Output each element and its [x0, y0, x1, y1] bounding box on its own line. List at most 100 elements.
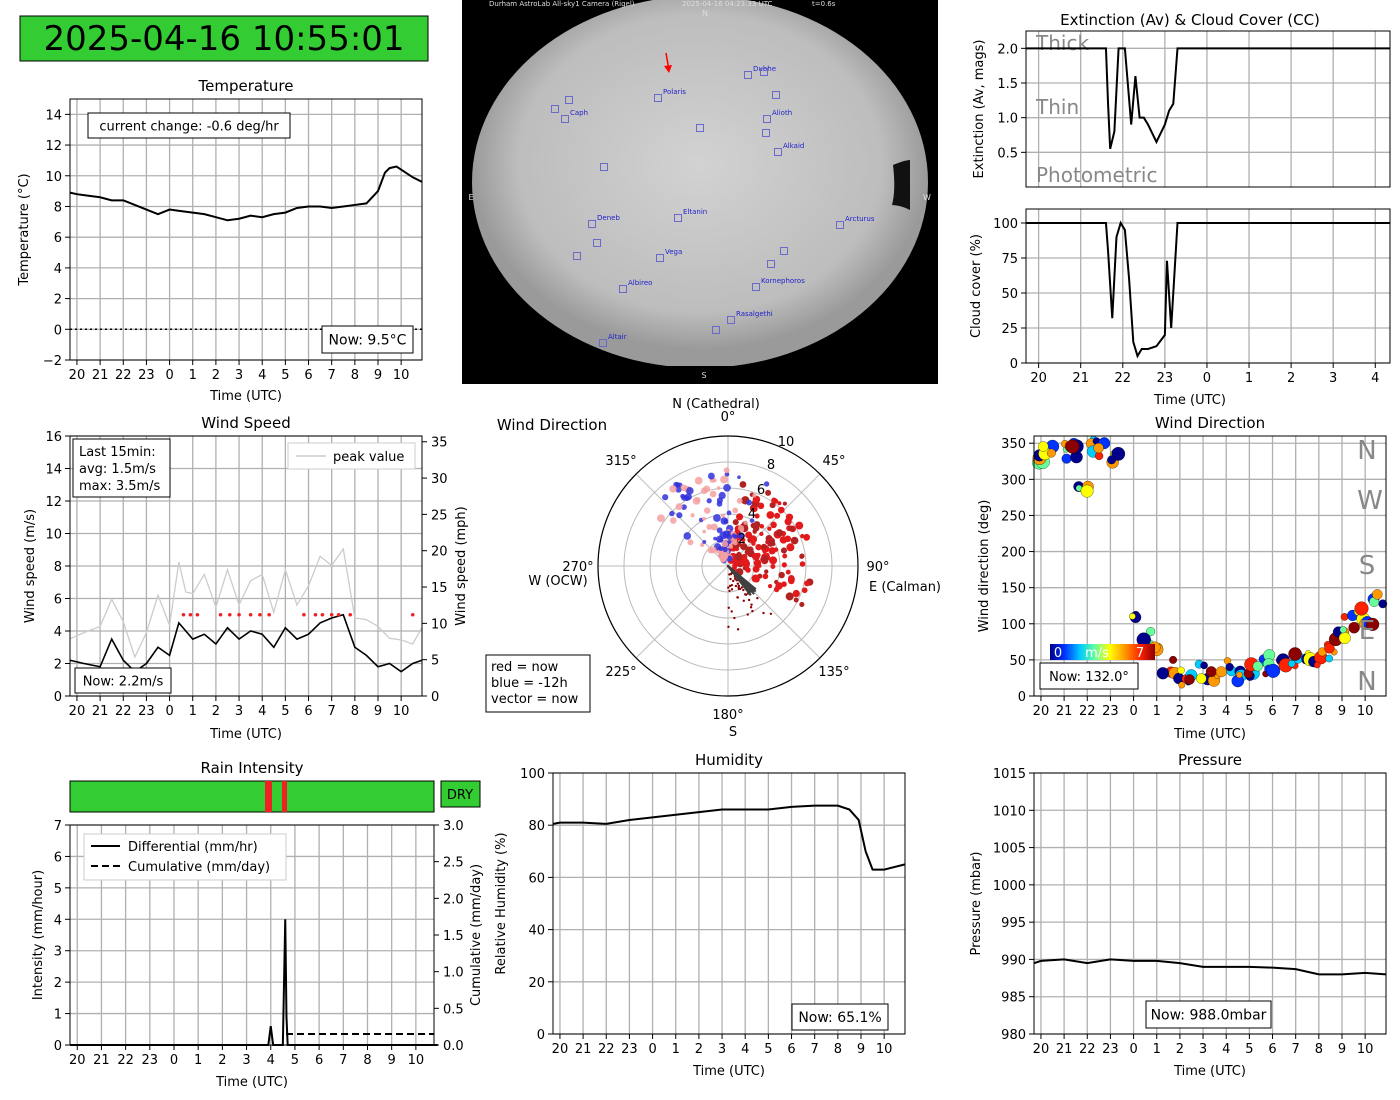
- polar-point-small: [729, 577, 732, 581]
- polar-point-old: [718, 546, 724, 552]
- rain-cum-tick-label: 2.5: [443, 856, 464, 871]
- gust-marker: [218, 612, 223, 617]
- humidity-ytick-label: 80: [528, 819, 545, 834]
- wind-dir-point: [1178, 681, 1186, 689]
- polar-point-small: [762, 611, 765, 615]
- polar-point-now: [753, 559, 762, 567]
- pressure-xtick-label: 9: [1338, 1042, 1346, 1057]
- rain-status-text: DRY: [447, 788, 473, 803]
- wind-dir-title: Wind Direction: [1155, 414, 1265, 432]
- wind-dir-ylabel: Wind direction (deg): [977, 500, 992, 633]
- pressure-ytick-label: 985: [1001, 991, 1026, 1006]
- pressure-xtick-label: 21: [1056, 1042, 1073, 1057]
- temperature-ytick-label: 2: [54, 293, 62, 308]
- wind-stats-line: Last 15min:: [79, 445, 156, 460]
- extinction-line: [1026, 47, 1390, 150]
- temperature-now: Now: 9.5°C: [329, 333, 407, 349]
- rain-xtick-label: 0: [170, 1053, 178, 1068]
- rain-xtick-label: 23: [142, 1053, 159, 1068]
- polar-point-now: [782, 553, 788, 559]
- polar-vector: [727, 565, 752, 596]
- wind-mph-tick-label: 5: [431, 654, 439, 669]
- polar-point-old: [732, 507, 739, 514]
- polar-point-now: [736, 513, 744, 521]
- pressure-ytick-label: 980: [1001, 1028, 1026, 1043]
- rain-ytick-label: 1: [54, 1008, 62, 1023]
- wind-dir-point: [1366, 617, 1380, 631]
- star-label: Polaris: [663, 88, 686, 96]
- wind-dir-xtick-label: 0: [1129, 704, 1137, 719]
- rain-status-band: [69, 780, 435, 813]
- extinction-ytick-label: 2.0: [997, 42, 1018, 57]
- extinction-title: Extinction (Av) & Cloud Cover (CC): [1060, 11, 1320, 29]
- polar-point-small: [740, 586, 744, 589]
- temperature-xtick-label: 1: [189, 368, 197, 383]
- polar-angle-label: 90°: [866, 560, 889, 575]
- star-label: Deneb: [597, 214, 620, 222]
- pressure-plot: 980 985 990 995 1000 1005 1010 1015: [993, 767, 1387, 1043]
- polar-point-now: [782, 501, 787, 506]
- polar-point-now: [766, 511, 775, 519]
- polar-point-now: [793, 597, 799, 603]
- wind-dir-ytick-label: 100: [1001, 618, 1026, 633]
- polar-point-now: [744, 563, 750, 569]
- polar-angle-label: 45°: [822, 454, 845, 469]
- rain-cum-tick-label: 0.0: [443, 1039, 464, 1054]
- wind-mph-tick-label: 35: [431, 436, 448, 451]
- gust-marker: [188, 612, 193, 617]
- wind-speed-ytick-label: 8: [54, 560, 62, 575]
- polar-angle-label: 0°: [721, 410, 736, 425]
- polar-point-old: [669, 485, 677, 493]
- cloud-ytick-label: 100: [993, 217, 1018, 232]
- wind-polar-title: Wind Direction: [497, 416, 607, 434]
- pressure-xlabel: Time (UTC): [1173, 1064, 1246, 1079]
- wind-mph-tick-label: 10: [431, 617, 448, 632]
- polar-point-old: [686, 487, 694, 495]
- gust-marker: [348, 612, 353, 617]
- gust-marker: [329, 612, 334, 617]
- wind-speed-now: Now: 2.2m/s: [83, 675, 164, 690]
- polar-point-now: [768, 547, 776, 555]
- polar-point-small: [742, 599, 745, 603]
- polar-point-now: [784, 518, 792, 526]
- allsky-east: E: [468, 193, 473, 202]
- humidity-xtick-label: 20: [552, 1042, 569, 1057]
- polar-point-now: [732, 519, 739, 526]
- star-label: Arcturus: [845, 215, 875, 223]
- wind-dir-xtick-label: 5: [1245, 704, 1253, 719]
- star-marker: [561, 115, 569, 123]
- polar-point-old: [675, 486, 682, 493]
- polar-point-old: [657, 514, 665, 523]
- horizon-obstruction: [892, 160, 910, 210]
- wind-stats-box: [72, 438, 171, 498]
- timestamp-text: 2025-04-16 10:55:01: [43, 19, 404, 59]
- polar-point-now: [761, 543, 767, 550]
- gust-marker: [410, 612, 415, 617]
- pressure-xtick-label: 1: [1153, 1042, 1161, 1057]
- rain-xtick-label: 4: [267, 1053, 275, 1068]
- polar-point-now: [774, 512, 781, 519]
- polar-spoke: [635, 565, 729, 659]
- polar-point-old: [721, 513, 726, 518]
- wind-speed-xtick-label: 22: [115, 704, 132, 719]
- cloud-xtick-label: 20: [1030, 371, 1047, 386]
- polar-legend-box: [485, 654, 591, 713]
- humidity-xlabel: Time (UTC): [692, 1064, 765, 1079]
- star-marker: [774, 148, 782, 156]
- polar-point-now: [778, 571, 785, 579]
- polar-point-old: [706, 523, 713, 530]
- cloud-xtick-label: 2: [1287, 371, 1295, 386]
- star-marker: [763, 115, 771, 123]
- pressure-xtick-label: 4: [1222, 1042, 1230, 1057]
- polaris-arrow-head: [664, 65, 672, 73]
- temperature-annotation: current change: -0.6 deg/hr: [99, 120, 279, 135]
- polar-r-label: 4: [748, 507, 756, 522]
- wind-dir-point: [1225, 663, 1234, 672]
- star-label: Albireo: [628, 279, 652, 287]
- polar-point-now: [769, 556, 778, 565]
- polar-point-now: [755, 543, 762, 551]
- pressure-ylabel: Pressure (mbar): [969, 851, 984, 955]
- gust-marker: [181, 612, 186, 617]
- wind-dir-point: [1129, 613, 1136, 620]
